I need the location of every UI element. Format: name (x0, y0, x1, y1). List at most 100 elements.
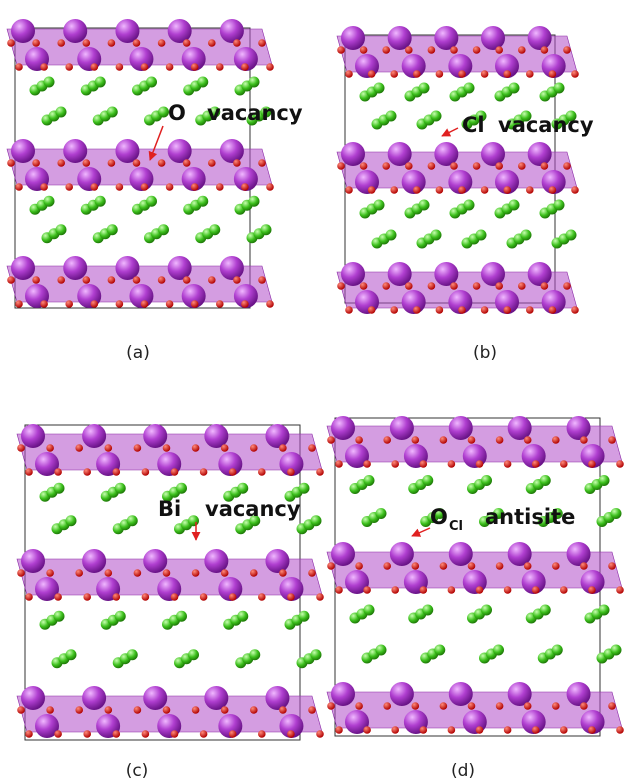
o-atom (436, 306, 444, 314)
o-atom (327, 562, 335, 570)
o-atom (503, 306, 511, 314)
o-atom (113, 468, 121, 476)
o-atom (191, 63, 199, 71)
o-atom (32, 39, 40, 47)
o-atom (571, 306, 579, 314)
cl-atom (476, 230, 487, 241)
cl-atom (364, 605, 375, 616)
o-atom (75, 706, 83, 714)
o-atom (448, 726, 456, 734)
bi-atom (331, 542, 355, 566)
o-atom (549, 186, 557, 194)
o-atom (526, 186, 534, 194)
o-atom (481, 306, 489, 314)
bi-atom (341, 262, 365, 286)
o-atom (108, 276, 116, 284)
o-atom (183, 39, 191, 47)
annotation-defect: vacancy (205, 497, 301, 521)
o-atom (15, 63, 23, 71)
o-atom (116, 183, 124, 191)
o-atom (25, 593, 33, 601)
cl-atom (552, 645, 563, 656)
o-atom (183, 276, 191, 284)
o-atom (552, 436, 560, 444)
o-atom (113, 730, 121, 738)
o-atom (191, 183, 199, 191)
o-atom (17, 569, 25, 577)
cl-atom (431, 111, 442, 122)
o-atom (233, 159, 241, 167)
o-atom (518, 162, 526, 170)
o-atom (560, 586, 568, 594)
o-atom (316, 468, 324, 476)
o-atom (355, 436, 363, 444)
o-atom (588, 586, 596, 594)
o-atom (308, 569, 316, 577)
o-atom (468, 562, 476, 570)
o-atom (216, 63, 224, 71)
o-atom (166, 183, 174, 191)
o-atom (32, 276, 40, 284)
o-atom (405, 162, 413, 170)
cl-atom (509, 200, 520, 211)
o-atom (608, 702, 616, 710)
o-atom (496, 436, 504, 444)
o-atom (279, 569, 287, 577)
bi-atom (355, 170, 379, 194)
o-atom (32, 159, 40, 167)
cl-atom (540, 475, 551, 486)
o-atom (163, 706, 171, 714)
o-atom (25, 468, 33, 476)
o-atom (363, 586, 371, 594)
cl-atom (44, 77, 55, 88)
o-atom (316, 730, 324, 738)
o-atom (166, 300, 174, 308)
o-atom (383, 702, 391, 710)
o-atom (141, 63, 149, 71)
o-atom (91, 183, 99, 191)
o-atom (428, 282, 436, 290)
bi-atom (82, 686, 106, 710)
o-atom (541, 162, 549, 170)
o-atom (171, 468, 179, 476)
o-atom (208, 276, 216, 284)
o-atom (481, 186, 489, 194)
bi-atom (220, 256, 244, 280)
o-atom (616, 586, 624, 594)
o-atom (200, 593, 208, 601)
o-atom (116, 300, 124, 308)
o-atom (549, 70, 557, 78)
o-atom (7, 159, 15, 167)
cl-atom (481, 475, 492, 486)
o-atom (476, 726, 484, 734)
cl-atom (431, 230, 442, 241)
cl-atom (311, 649, 322, 660)
o-atom (337, 282, 345, 290)
o-atom (495, 46, 503, 54)
o-atom (133, 39, 141, 47)
bi-atom (331, 682, 355, 706)
o-atom (7, 39, 15, 47)
o-atom (458, 70, 466, 78)
o-atom (166, 63, 174, 71)
o-atom (428, 162, 436, 170)
o-atom (200, 730, 208, 738)
o-atom (308, 444, 316, 452)
bi-atom (567, 542, 591, 566)
cl-atom (599, 605, 610, 616)
cl-atom (158, 224, 169, 235)
o-atom (563, 162, 571, 170)
bi-atom (390, 682, 414, 706)
cl-atom (386, 111, 397, 122)
cl-atom (249, 77, 260, 88)
o-atom (448, 586, 456, 594)
o-atom (504, 460, 512, 468)
bi-atom (220, 139, 244, 163)
o-atom (360, 162, 368, 170)
cl-atom (176, 611, 187, 622)
o-atom (91, 63, 99, 71)
o-atom (83, 276, 91, 284)
bi-atom (528, 142, 552, 166)
o-atom (473, 46, 481, 54)
o-atom (420, 586, 428, 594)
